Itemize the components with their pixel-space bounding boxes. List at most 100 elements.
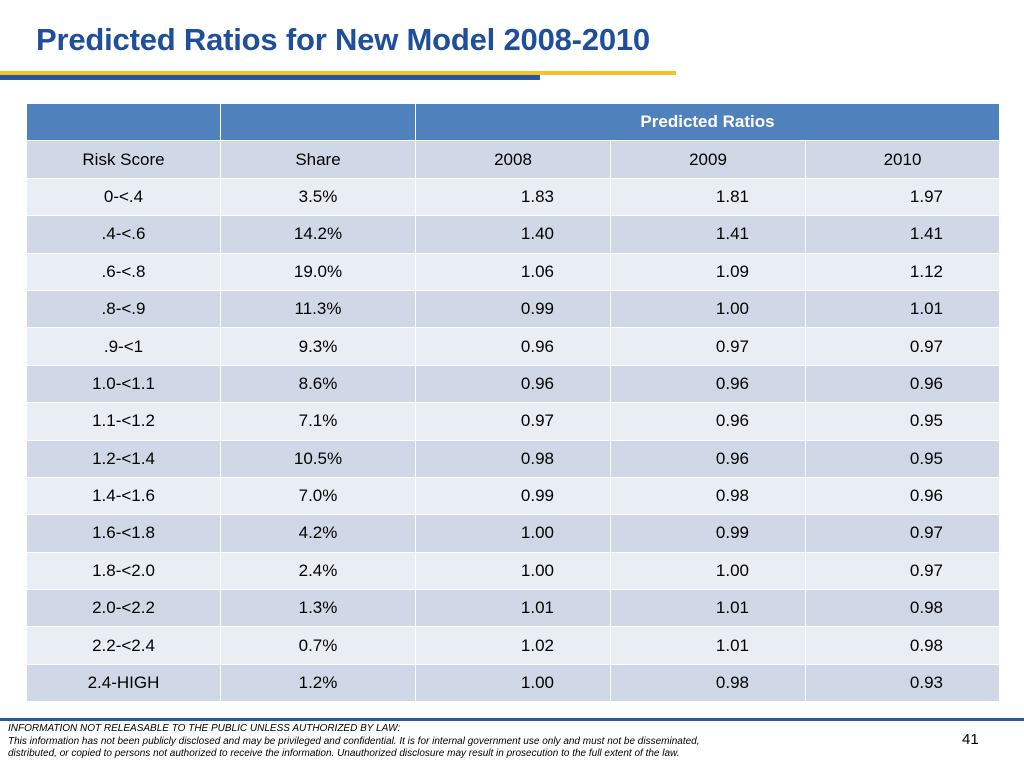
cell-ratio-2008: 1.40 [415, 215, 611, 254]
cell-share: 0.7% [220, 626, 416, 665]
column-header-2009: 2009 [610, 140, 806, 179]
table-row: 1.6-<1.8 4.2% 1.00 0.99 0.97 [26, 514, 1001, 553]
cell-ratio-2009: 0.96 [610, 439, 806, 478]
cell-risk-score: 1.1-<1.2 [26, 402, 221, 441]
cell-ratio-2009: 1.81 [610, 177, 806, 217]
cell-ratio-2010: 1.12 [804, 252, 1001, 291]
cell-ratio-2009: 0.97 [610, 327, 806, 366]
cell-risk-score: 2.4-HIGH [26, 663, 221, 703]
cell-risk-score: .4-<.6 [26, 215, 221, 254]
cell-risk-score: 2.2-<2.4 [26, 626, 221, 665]
cell-ratio-2008: 1.00 [415, 514, 611, 553]
cell-share: 3.5% [220, 177, 416, 217]
cell-ratio-2009: 1.00 [610, 551, 806, 591]
confidentiality-disclaimer: INFORMATION NOT RELEASABLE TO THE PUBLIC… [8, 723, 908, 761]
cell-risk-score: 1.4-<1.6 [26, 476, 221, 516]
cell-risk-score: 1.0-<1.1 [26, 364, 221, 404]
cell-share: 1.3% [220, 589, 416, 628]
cell-ratio-2010: 0.97 [804, 551, 1001, 591]
column-header-2008: 2008 [415, 140, 611, 179]
cell-ratio-2009: 0.96 [610, 364, 806, 404]
table-row: .9-<1 9.3% 0.96 0.97 0.97 [26, 327, 1001, 366]
cell-ratio-2010: 0.95 [804, 402, 1001, 441]
cell-ratio-2008: 1.06 [415, 252, 611, 291]
cell-risk-score: 1.8-<2.0 [26, 551, 221, 591]
cell-ratio-2010: 0.98 [804, 626, 1001, 665]
table-row: 1.8-<2.0 2.4% 1.00 1.00 0.97 [26, 551, 1001, 591]
slide-title: Predicted Ratios for New Model 2008-2010 [36, 22, 650, 57]
page-number: 41 [962, 731, 979, 748]
table-row: 1.1-<1.2 7.1% 0.97 0.96 0.95 [26, 402, 1001, 441]
table-row: .6-<.8 19.0% 1.06 1.09 1.12 [26, 252, 1001, 291]
column-header-share: Share [220, 140, 416, 179]
cell-share: 10.5% [220, 439, 416, 478]
disclaimer-line: INFORMATION NOT RELEASABLE TO THE PUBLIC… [8, 723, 401, 734]
table-group-header-row: Predicted Ratios [26, 102, 1001, 142]
cell-ratio-2009: 1.00 [610, 289, 806, 329]
cell-ratio-2010: 0.97 [804, 514, 1001, 553]
predicted-ratios-table: Predicted Ratios Risk Score Share 2008 2… [26, 102, 1001, 703]
column-header-risk-score: Risk Score [26, 140, 221, 179]
cell-ratio-2009: 1.01 [610, 626, 806, 665]
footer-divider [0, 718, 1024, 721]
table-row: 1.4-<1.6 7.0% 0.99 0.98 0.96 [26, 476, 1001, 516]
cell-ratio-2008: 0.98 [415, 439, 611, 478]
cell-ratio-2008: 1.00 [415, 551, 611, 591]
cell-ratio-2010: 1.97 [804, 177, 1001, 217]
group-header-predicted-ratios: Predicted Ratios [414, 102, 1001, 142]
cell-ratio-2009: 0.98 [610, 663, 806, 703]
table-row: 2.0-<2.2 1.3% 1.01 1.01 0.98 [26, 589, 1001, 628]
cell-ratio-2008: 1.01 [415, 589, 611, 628]
table-row: 1.0-<1.1 8.6% 0.96 0.96 0.96 [26, 364, 1001, 404]
title-underline-blue [0, 75, 540, 80]
cell-share: 19.0% [220, 252, 416, 291]
cell-ratio-2008: 0.96 [415, 364, 611, 404]
cell-share: 7.0% [220, 476, 416, 516]
cell-risk-score: 2.0-<2.2 [26, 589, 221, 628]
title-underline-gold [0, 71, 676, 75]
cell-ratio-2010: 0.96 [804, 364, 1001, 404]
cell-risk-score: .9-<1 [26, 327, 221, 366]
cell-ratio-2010: 0.95 [804, 439, 1001, 478]
cell-ratio-2010: 0.96 [804, 476, 1001, 516]
cell-share: 7.1% [220, 402, 416, 441]
cell-ratio-2009: 1.01 [610, 589, 806, 628]
table-row: .8-<.9 11.3% 0.99 1.00 1.01 [26, 289, 1001, 329]
cell-ratio-2010: 1.41 [804, 215, 1001, 254]
cell-risk-score: 0-<.4 [26, 177, 221, 217]
cell-share: 4.2% [220, 514, 416, 553]
cell-risk-score: .8-<.9 [26, 289, 221, 329]
cell-share: 2.4% [220, 551, 416, 591]
cell-ratio-2009: 0.98 [610, 476, 806, 516]
cell-risk-score: 1.2-<1.4 [26, 439, 221, 478]
header-blank-cell [26, 102, 221, 142]
cell-share: 11.3% [220, 289, 416, 329]
cell-ratio-2009: 1.09 [610, 252, 806, 291]
table-row: 2.4-HIGH 1.2% 1.00 0.98 0.93 [26, 663, 1001, 703]
cell-share: 9.3% [220, 327, 416, 366]
cell-ratio-2008: 1.02 [415, 626, 611, 665]
cell-ratio-2008: 0.99 [415, 476, 611, 516]
cell-ratio-2008: 0.97 [415, 402, 611, 441]
cell-ratio-2008: 0.99 [415, 289, 611, 329]
cell-risk-score: 1.6-<1.8 [26, 514, 221, 553]
cell-ratio-2008: 0.96 [415, 327, 611, 366]
cell-ratio-2010: 1.01 [804, 289, 1001, 329]
cell-share: 1.2% [220, 663, 416, 703]
cell-ratio-2009: 1.41 [610, 215, 806, 254]
table-column-header-row: Risk Score Share 2008 2009 2010 [26, 140, 1001, 179]
cell-ratio-2010: 0.97 [804, 327, 1001, 366]
column-header-2010: 2010 [804, 140, 1001, 179]
cell-ratio-2009: 0.99 [610, 514, 806, 553]
cell-share: 14.2% [220, 215, 416, 254]
cell-ratio-2008: 1.83 [415, 177, 611, 217]
disclaimer-line: This information has not been publicly d… [8, 735, 700, 747]
cell-ratio-2010: 0.98 [804, 589, 1001, 628]
cell-ratio-2008: 1.00 [415, 663, 611, 703]
table-row: .4-<.6 14.2% 1.40 1.41 1.41 [26, 215, 1001, 254]
cell-ratio-2010: 0.93 [804, 663, 1001, 703]
header-blank-cell [220, 102, 416, 142]
cell-risk-score: .6-<.8 [26, 252, 221, 291]
cell-share: 8.6% [220, 364, 416, 404]
table-row: 0-<.4 3.5% 1.83 1.81 1.97 [26, 177, 1001, 217]
